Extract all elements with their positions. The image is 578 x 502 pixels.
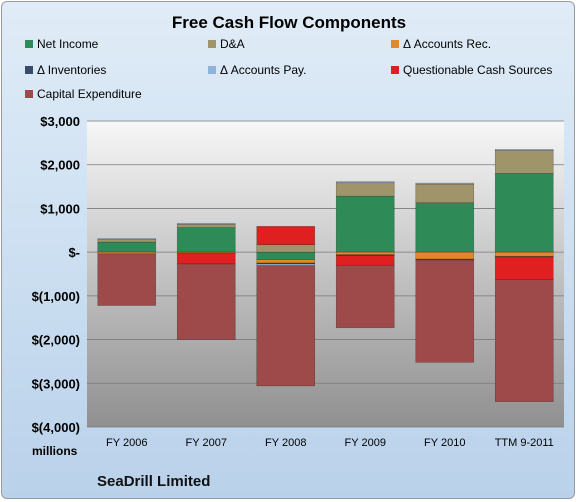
bar-segment-accounts-pay — [335, 181, 395, 184]
legend-label-accounts-pay: Δ Accounts Pay. — [220, 63, 307, 77]
x-tick-label: TTM 9-2011 — [495, 437, 554, 449]
bar-segment-accounts-pay — [415, 182, 475, 185]
bar-segment-accounts-rec — [494, 251, 554, 257]
bar-segment-questionable-cash — [256, 226, 316, 246]
bar-segment-accounts-rec — [415, 251, 475, 260]
y-tick-label: $(4,000) — [32, 420, 80, 435]
bar-segment-capital-expenditure — [415, 259, 475, 363]
units-label: millions — [32, 444, 78, 458]
x-axis-ticks: FY 2006 FY 2007 FY 2008 FY 2009 FY 2010 TTM 9… — [106, 437, 554, 449]
bar-segment-net-income — [176, 227, 236, 253]
bar-segment-net-income — [494, 173, 554, 253]
legend-swatch-inventories — [25, 66, 33, 74]
plot-area — [87, 121, 564, 427]
x-tick-label: FY 2009 — [345, 437, 386, 449]
bar-segment-da — [256, 244, 316, 253]
bar-segment-accounts-pay — [176, 222, 236, 225]
legend-swatch-accounts-rec — [391, 40, 399, 48]
bar-segment-capital-expenditure — [176, 263, 236, 340]
legend-swatch-capital-expenditure — [25, 90, 33, 98]
bar-segment-accounts-pay — [97, 238, 157, 240]
y-tick-label: $(2,000) — [32, 333, 80, 348]
x-tick-label: FY 2007 — [186, 437, 227, 449]
chart-title: Free Cash Flow Components — [171, 13, 407, 32]
y-tick-label: $(1,000) — [32, 289, 80, 304]
y-tick-label: $2,000 — [40, 158, 80, 173]
bar-segment-da — [176, 223, 236, 228]
bar-segment-accounts-rec — [97, 251, 157, 255]
gridlines — [87, 120, 564, 428]
bar-segment-capital-expenditure — [256, 265, 316, 387]
bar-segment-net-income — [256, 251, 316, 260]
bar-segment-net-income — [335, 195, 395, 253]
legend-swatch-da — [208, 40, 216, 48]
x-tick-label: FY 2008 — [265, 437, 306, 449]
x-tick-label: FY 2010 — [424, 437, 465, 449]
legend-label-questionable-cash: Questionable Cash Sources — [403, 63, 553, 77]
bar-segment-net-income — [97, 241, 157, 253]
legend-swatch-questionable-cash — [391, 66, 399, 74]
bar-segment-accounts-rec — [256, 259, 316, 264]
bar-segment-capital-expenditure — [494, 279, 554, 402]
bar-stacks — [97, 149, 554, 402]
legend-label-capital-expenditure: Capital Expenditure — [37, 87, 142, 101]
legend-label-inventories: Δ Inventories — [37, 63, 107, 77]
y-axis-ticks: $3,000 $2,000 $1,000 $- $(1,000) $(2,000) $(3,… — [32, 114, 80, 435]
y-tick-label: $(3,000) — [32, 376, 80, 391]
legend-swatch-net-income — [25, 40, 33, 48]
x-tick-label: FY 2006 — [106, 437, 147, 449]
bar-segment-questionable-cash — [494, 256, 554, 280]
bar-segment-net-income — [415, 202, 475, 253]
bar-segment-accounts-pay — [494, 149, 554, 151]
legend-label-net-income: Net Income — [37, 37, 99, 51]
y-tick-label: $- — [68, 245, 80, 260]
y-tick-label: $3,000 — [40, 114, 80, 129]
bar-segment-questionable-cash — [176, 252, 236, 265]
legend-swatch-accounts-pay — [208, 66, 216, 74]
bar-segment-questionable-cash — [335, 255, 395, 266]
bar-segment-accounts-rec — [335, 251, 395, 256]
bar-segment-da — [415, 183, 475, 204]
bar-segment-da — [494, 149, 554, 174]
bar-segment-da — [335, 181, 395, 197]
bar-segment-capital-expenditure — [335, 264, 395, 329]
company-name: SeaDrill Limited — [97, 473, 211, 490]
bar-segment-capital-expenditure — [97, 253, 157, 306]
legend-label-accounts-rec: Δ Accounts Rec. — [403, 37, 492, 51]
legend-label-da: D&A — [220, 37, 245, 51]
y-tick-label: $1,000 — [40, 201, 80, 216]
